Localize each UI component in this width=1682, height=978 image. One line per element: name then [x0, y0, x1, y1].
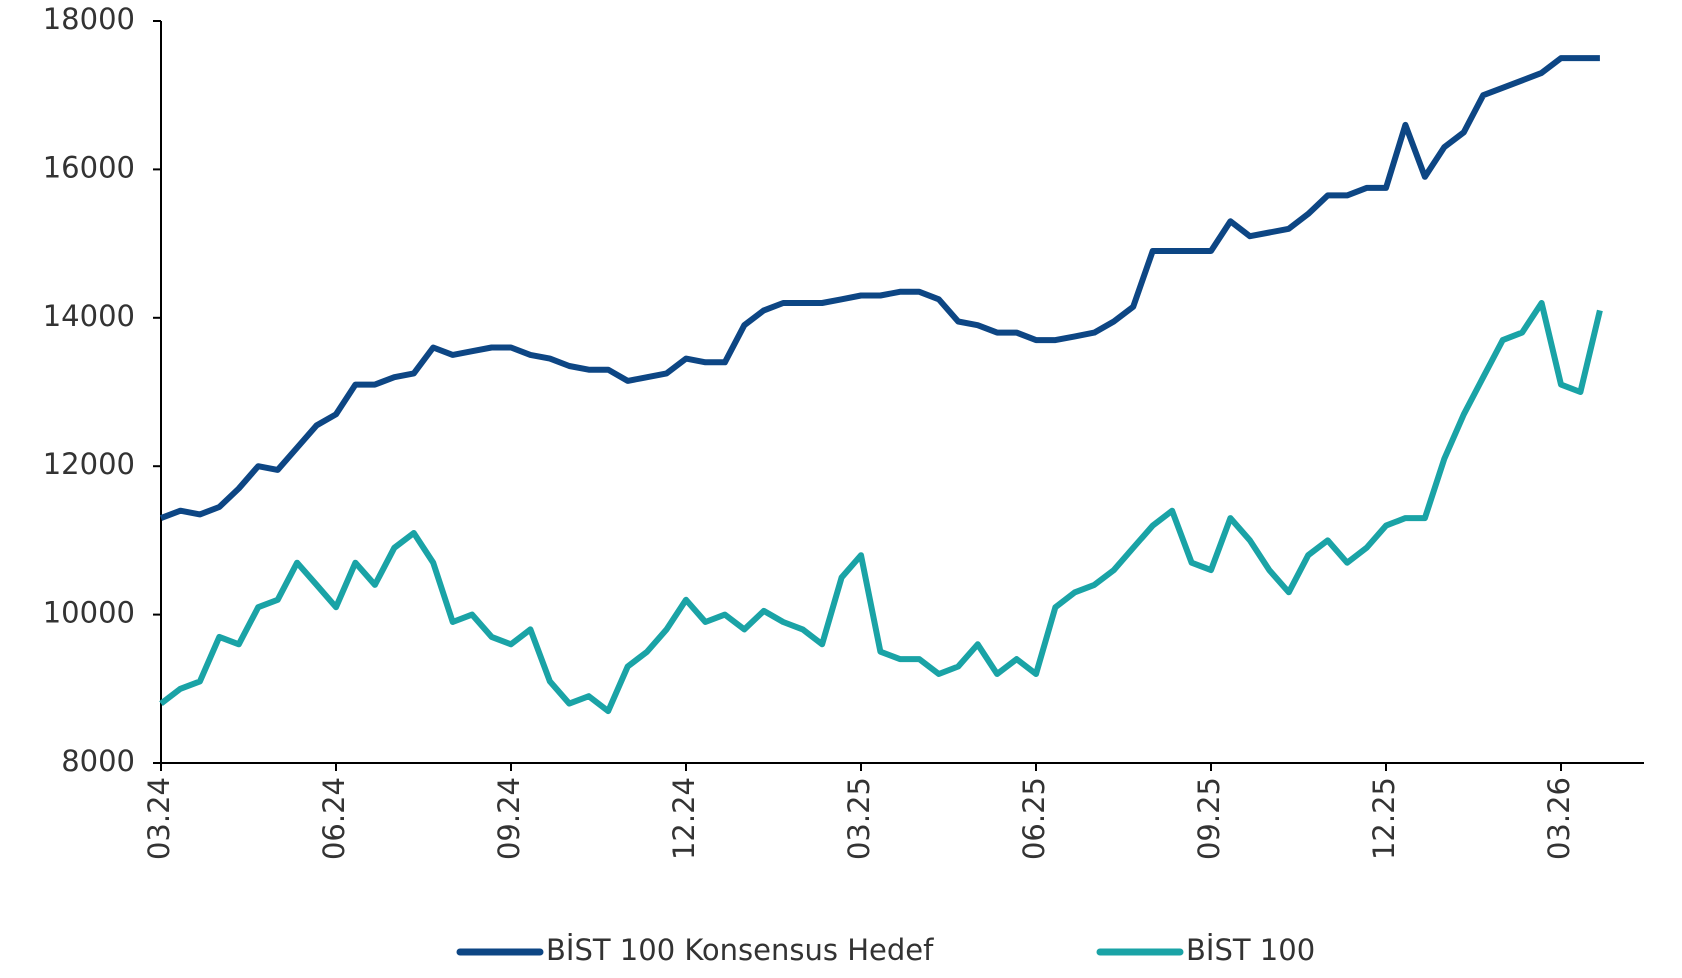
y-tick-label: 16000 — [43, 150, 135, 184]
series-line — [159, 55, 1600, 521]
x-tick-label: 06.25 — [1017, 777, 1051, 860]
y-tick-label: 10000 — [43, 596, 135, 630]
y-tick-label: 12000 — [43, 447, 135, 481]
x-tick-label: 09.25 — [1192, 777, 1226, 860]
x-tick-label: 03.26 — [1542, 777, 1576, 860]
y-tick-label: 18000 — [43, 2, 135, 36]
legend-label: BİST 100 Konsensus Hedef — [546, 933, 934, 967]
x-tick-label: 03.24 — [142, 777, 176, 860]
x-tick-label: 12.24 — [667, 777, 701, 860]
legend-label: BİST 100 — [1186, 933, 1315, 967]
x-tick-label: 12.25 — [1367, 777, 1401, 860]
x-tick-label: 03.25 — [842, 777, 876, 860]
y-tick-label: 14000 — [43, 299, 135, 333]
series-line — [159, 300, 1603, 715]
x-tick-label: 06.24 — [317, 777, 351, 860]
x-tick-label: 09.24 — [492, 777, 526, 860]
y-tick-label: 8000 — [61, 744, 135, 778]
